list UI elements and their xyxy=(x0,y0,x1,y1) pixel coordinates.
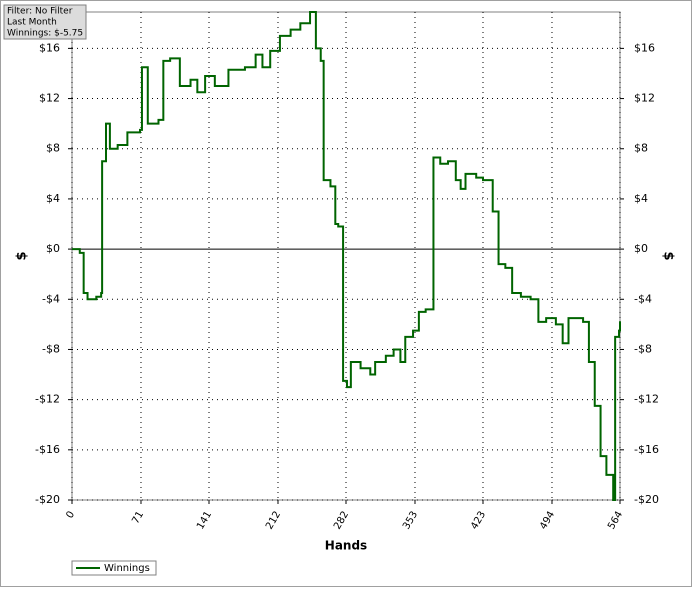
y2-tick-label: $12 xyxy=(634,92,655,105)
annotation: Winnings: $-5.75 xyxy=(7,29,83,39)
legend-label: Winnings xyxy=(104,563,150,574)
y2-tick-label: -$12 xyxy=(634,393,659,406)
y2-tick-label: -$4 xyxy=(634,292,652,305)
y-tick-label: $12 xyxy=(39,92,60,105)
legend-box xyxy=(71,560,157,576)
y-tick-label: $16 xyxy=(39,41,60,54)
y-tick-label: $0 xyxy=(46,242,60,255)
y2-tick-label: $8 xyxy=(634,142,648,155)
y-tick-label: $4 xyxy=(46,192,60,205)
y2-axis-label: $ xyxy=(661,251,676,260)
x-axis-label: Hands xyxy=(325,539,367,553)
y2-tick-label: $4 xyxy=(634,192,648,205)
y2-tick-label: -$20 xyxy=(634,493,659,506)
y-tick-label: -$16 xyxy=(35,443,60,456)
y2-tick-label: -$8 xyxy=(634,342,652,355)
y-tick-label: -$20 xyxy=(35,493,60,506)
y-tick-label: -$4 xyxy=(42,292,60,305)
y-axis-label: $ xyxy=(15,251,30,260)
annotation-bg xyxy=(3,4,87,40)
y2-tick-label: $16 xyxy=(634,41,655,54)
x-tick-label: 0 xyxy=(64,510,77,521)
y-tick-label: $8 xyxy=(46,142,60,155)
y2-tick-label: $0 xyxy=(634,242,648,255)
annotation: Filter: No Filter xyxy=(7,7,73,17)
y-tick-label: -$8 xyxy=(42,342,60,355)
line-series xyxy=(72,11,621,501)
y-tick-label: -$12 xyxy=(35,393,60,406)
annotation: Last Month xyxy=(7,18,57,28)
y2-tick-label: -$16 xyxy=(634,443,659,456)
